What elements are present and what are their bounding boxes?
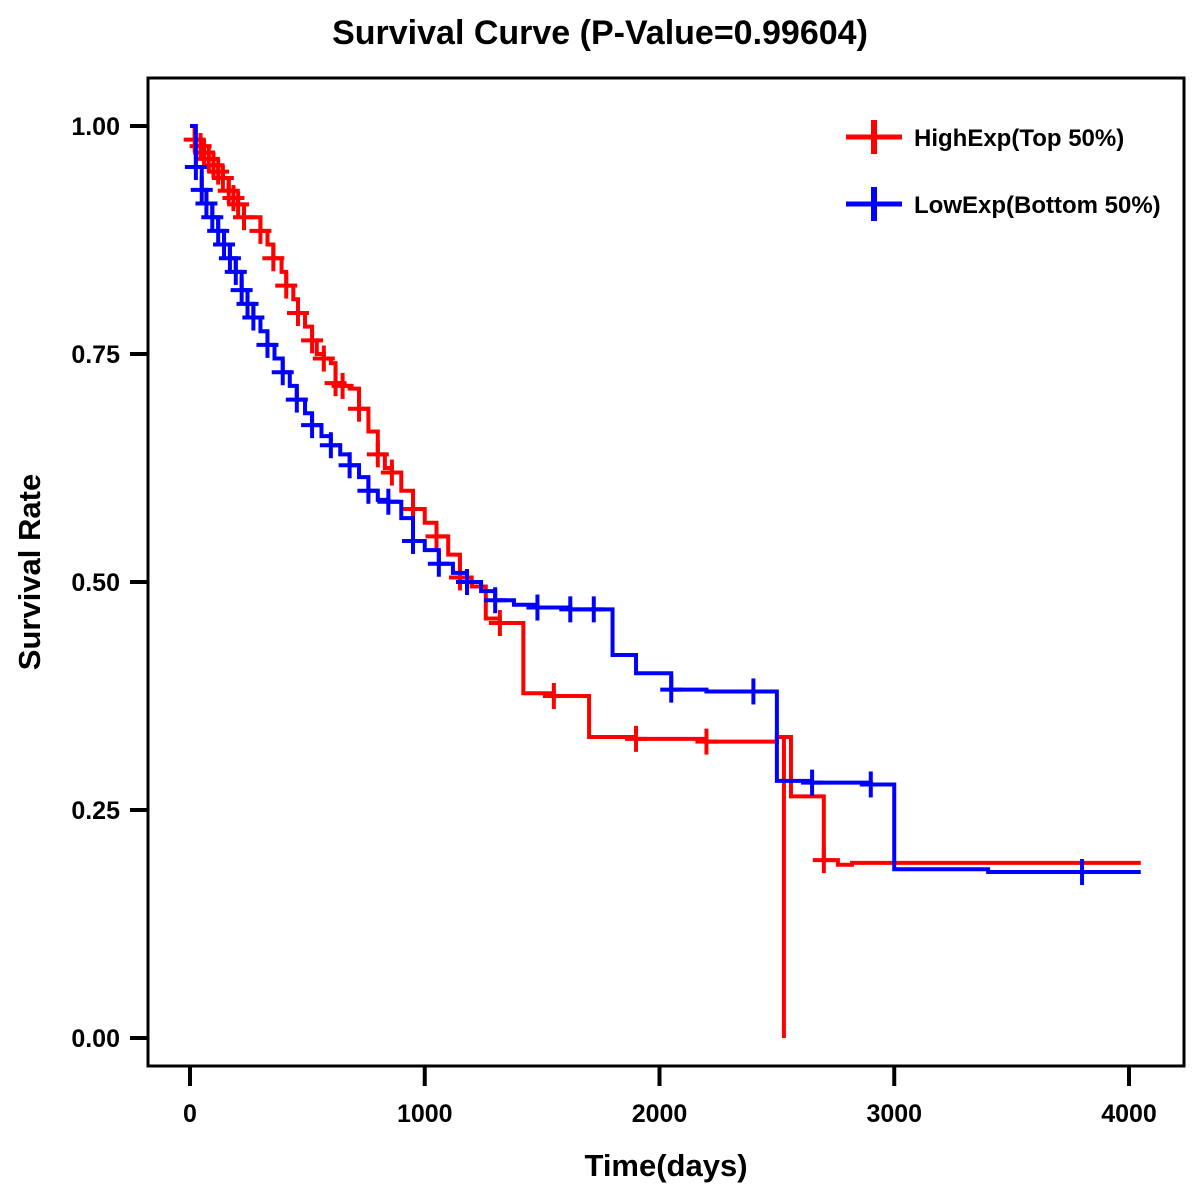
series-low-exp: [184, 124, 1141, 886]
y-tick-label: 1.00: [71, 113, 120, 141]
y-tick-label: 0.75: [71, 341, 120, 369]
x-tick-label: 2000: [632, 1100, 688, 1128]
censor-marker: [742, 678, 765, 705]
legend-label: LowExp(Bottom 50%): [914, 192, 1161, 219]
censor-marker: [526, 594, 549, 621]
censor-marker: [380, 459, 403, 486]
censor-marker: [197, 145, 220, 172]
censor-marker: [271, 359, 294, 386]
censor-marker: [301, 412, 324, 439]
censor-marker: [366, 441, 389, 468]
censor-marker: [695, 728, 718, 755]
y-tick-label: 0.25: [71, 797, 120, 825]
censor-marker: [262, 245, 285, 272]
x-axis: 0 1000 2000 3000 4000: [183, 1066, 1157, 1128]
censor-marker: [357, 477, 380, 504]
censor-marker: [232, 204, 255, 231]
y-tick-label: 0.50: [71, 569, 120, 597]
censor-marker: [859, 771, 882, 798]
censor-marker: [331, 372, 354, 399]
censor-marker: [230, 277, 253, 304]
censor-marker: [249, 217, 272, 244]
censor-marker: [427, 550, 450, 577]
series-high-exp: [183, 124, 1141, 1038]
censor-marker: [224, 258, 247, 285]
censor-marker: [256, 331, 279, 358]
x-tick-label: 0: [183, 1100, 197, 1128]
censor-marker: [207, 217, 230, 244]
censor-marker: [488, 610, 511, 637]
series-layer: [183, 124, 1141, 1038]
censor-marker: [184, 154, 207, 181]
x-tick-label: 1000: [397, 1100, 453, 1128]
legend: HighExp(Top 50%) LowExp(Bottom 50%): [846, 120, 1161, 221]
legend-label: HighExp(Top 50%): [914, 125, 1124, 152]
censor-marker: [456, 569, 479, 595]
plot-frame: [146, 76, 1186, 1068]
censor-marker: [242, 304, 265, 331]
page-title: Survival Curve (P-Value=0.99604): [332, 14, 868, 52]
censor-marker: [812, 847, 835, 874]
censor-marker: [286, 299, 309, 326]
censor-marker: [218, 245, 241, 272]
censor-marker: [425, 523, 448, 550]
legend-entry[interactable]: LowExp(Bottom 50%): [846, 187, 1161, 221]
censor-marker: [285, 386, 308, 413]
legend-entry[interactable]: HighExp(Top 50%): [846, 120, 1124, 154]
censor-marker: [559, 596, 582, 623]
x-tick-label: 3000: [866, 1100, 922, 1128]
censor-marker: [377, 488, 400, 515]
censor-marker: [312, 345, 335, 372]
censor-marker: [236, 290, 259, 317]
censor-marker: [207, 158, 230, 185]
x-axis-title: Time(days): [584, 1148, 747, 1183]
censor-marker: [222, 185, 245, 212]
censor-marker: [542, 683, 565, 709]
censor-marker: [213, 231, 236, 258]
censor-marker: [275, 272, 298, 299]
survival-step-line: [190, 124, 1141, 875]
censor-marker: [801, 769, 824, 796]
y-tick-label: 0.00: [71, 1025, 120, 1053]
censor-marker: [1071, 859, 1094, 886]
censor-marker: [660, 676, 683, 703]
censor-marker: [625, 725, 648, 752]
censor-marker: [319, 432, 342, 459]
plus-marker-icon: [846, 187, 902, 221]
censor-marker: [338, 452, 361, 479]
survival-step-line: [190, 124, 1141, 867]
censor-marker: [201, 204, 224, 231]
censor-marker: [402, 527, 425, 554]
censor-marker: [301, 327, 324, 354]
y-axis-title: Survival Rate: [12, 474, 47, 670]
y-axis: 0.00 0.25 0.50 0.75 1.00: [71, 113, 148, 1053]
censor-marker: [190, 176, 213, 203]
censor-marker: [484, 587, 507, 614]
censor-marker: [195, 190, 218, 217]
plus-marker-icon: [846, 120, 902, 154]
x-tick-label: 4000: [1101, 1100, 1157, 1128]
censor-marker: [582, 596, 605, 623]
censor-marker: [348, 395, 371, 422]
